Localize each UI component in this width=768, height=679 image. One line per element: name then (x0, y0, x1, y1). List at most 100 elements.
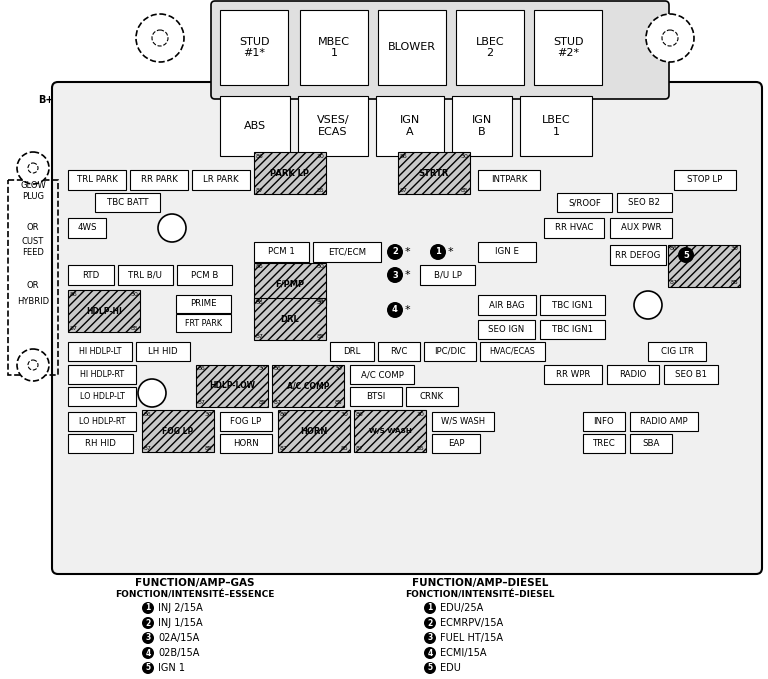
Text: HYBRID: HYBRID (17, 297, 49, 306)
Text: 86: 86 (256, 299, 263, 304)
Bar (254, 298, 326, 340)
Text: 02A/15A: 02A/15A (158, 633, 199, 643)
Bar (432, 412, 494, 431)
Bar (95, 193, 160, 212)
Text: 87: 87 (670, 280, 677, 285)
Circle shape (387, 302, 403, 318)
Text: HI HDLP-RT: HI HDLP-RT (80, 370, 124, 379)
Text: 4: 4 (392, 306, 398, 314)
Text: 86: 86 (256, 265, 263, 270)
Text: AIR BAG: AIR BAG (489, 301, 525, 310)
Bar (313, 242, 381, 262)
Text: 30: 30 (335, 367, 343, 371)
Circle shape (158, 214, 186, 242)
Text: FONCTION/INTENSITÉ–DIESEL: FONCTION/INTENSITÉ–DIESEL (406, 591, 554, 600)
Bar (540, 320, 605, 339)
Text: TRL B/U: TRL B/U (128, 270, 163, 280)
Bar (478, 295, 536, 315)
Text: PRIME: PRIME (190, 299, 217, 308)
Bar (177, 265, 232, 285)
Text: W/S WASH: W/S WASH (441, 417, 485, 426)
Circle shape (387, 267, 403, 283)
Text: A/C COMP: A/C COMP (286, 382, 329, 390)
Text: FUNCTION/AMP–GAS: FUNCTION/AMP–GAS (135, 578, 255, 588)
Text: ECMI/15A: ECMI/15A (440, 648, 486, 658)
Text: B+: B+ (38, 95, 54, 105)
Bar (330, 342, 374, 361)
Text: RVC: RVC (390, 347, 408, 356)
Text: 85: 85 (730, 280, 739, 285)
Text: HORN: HORN (300, 426, 328, 435)
Bar (220, 434, 272, 453)
Bar (136, 342, 190, 361)
Text: INFO: INFO (594, 417, 614, 426)
Bar (478, 242, 536, 262)
Text: 85: 85 (316, 333, 325, 339)
Text: EDU: EDU (440, 663, 461, 673)
Text: PCM B: PCM B (190, 270, 218, 280)
Text: 87: 87 (256, 299, 263, 304)
Text: TBC IGN1: TBC IGN1 (552, 301, 593, 310)
Text: DRL: DRL (280, 314, 300, 323)
Text: EDU/25A: EDU/25A (440, 603, 483, 613)
Text: 85: 85 (205, 445, 213, 450)
Text: *: * (405, 305, 411, 315)
FancyBboxPatch shape (52, 82, 762, 574)
Text: 87: 87 (144, 445, 151, 450)
Circle shape (138, 379, 166, 407)
Text: 85: 85 (417, 445, 425, 450)
Bar (630, 412, 698, 431)
Text: 86: 86 (399, 153, 407, 158)
Bar (607, 365, 659, 384)
Text: SEO IGN: SEO IGN (488, 325, 525, 334)
Bar (617, 193, 672, 212)
Bar (630, 434, 672, 453)
Text: 5: 5 (145, 663, 151, 672)
Bar (583, 434, 625, 453)
Circle shape (142, 647, 154, 659)
Bar (452, 96, 512, 156)
Text: 1: 1 (427, 604, 432, 612)
Circle shape (136, 14, 184, 62)
Text: IGN
A: IGN A (400, 115, 420, 136)
Bar (540, 295, 605, 315)
Text: F/PMP: F/PMP (276, 280, 305, 289)
FancyBboxPatch shape (211, 1, 669, 99)
Bar (520, 96, 592, 156)
Text: *: * (448, 247, 454, 257)
Text: HVAC/ECAS: HVAC/ECAS (489, 347, 535, 356)
Text: LO HDLP-LT: LO HDLP-LT (80, 392, 124, 401)
Bar (583, 412, 625, 431)
Text: 87: 87 (280, 445, 287, 450)
Bar (354, 410, 426, 452)
Circle shape (28, 360, 38, 370)
Text: LBEC
1: LBEC 1 (541, 115, 571, 136)
Bar (664, 365, 718, 384)
Text: CUST
FEED: CUST FEED (22, 237, 44, 257)
Text: FUEL HT/15A: FUEL HT/15A (440, 633, 503, 643)
Circle shape (142, 602, 154, 614)
Text: BLOWER: BLOWER (388, 43, 436, 52)
Bar (298, 96, 368, 156)
Bar (254, 152, 326, 194)
Bar (544, 218, 604, 238)
Text: EAP: EAP (448, 439, 464, 448)
Circle shape (662, 30, 678, 46)
Text: 85: 85 (131, 325, 138, 331)
Circle shape (424, 602, 436, 614)
Text: FRT PARK: FRT PARK (185, 318, 222, 327)
Text: 2: 2 (427, 619, 432, 627)
Text: 86: 86 (280, 411, 287, 416)
Bar (674, 170, 736, 190)
Bar (192, 170, 250, 190)
Text: 4: 4 (145, 648, 151, 657)
Bar (420, 265, 475, 285)
Circle shape (424, 632, 436, 644)
Text: OR: OR (27, 280, 39, 289)
Text: RR WPR: RR WPR (556, 370, 590, 379)
Text: 30: 30 (316, 265, 325, 270)
Text: 86: 86 (144, 411, 151, 416)
Text: 87: 87 (69, 325, 78, 331)
Text: 30: 30 (131, 291, 138, 297)
Text: 30: 30 (316, 299, 325, 304)
